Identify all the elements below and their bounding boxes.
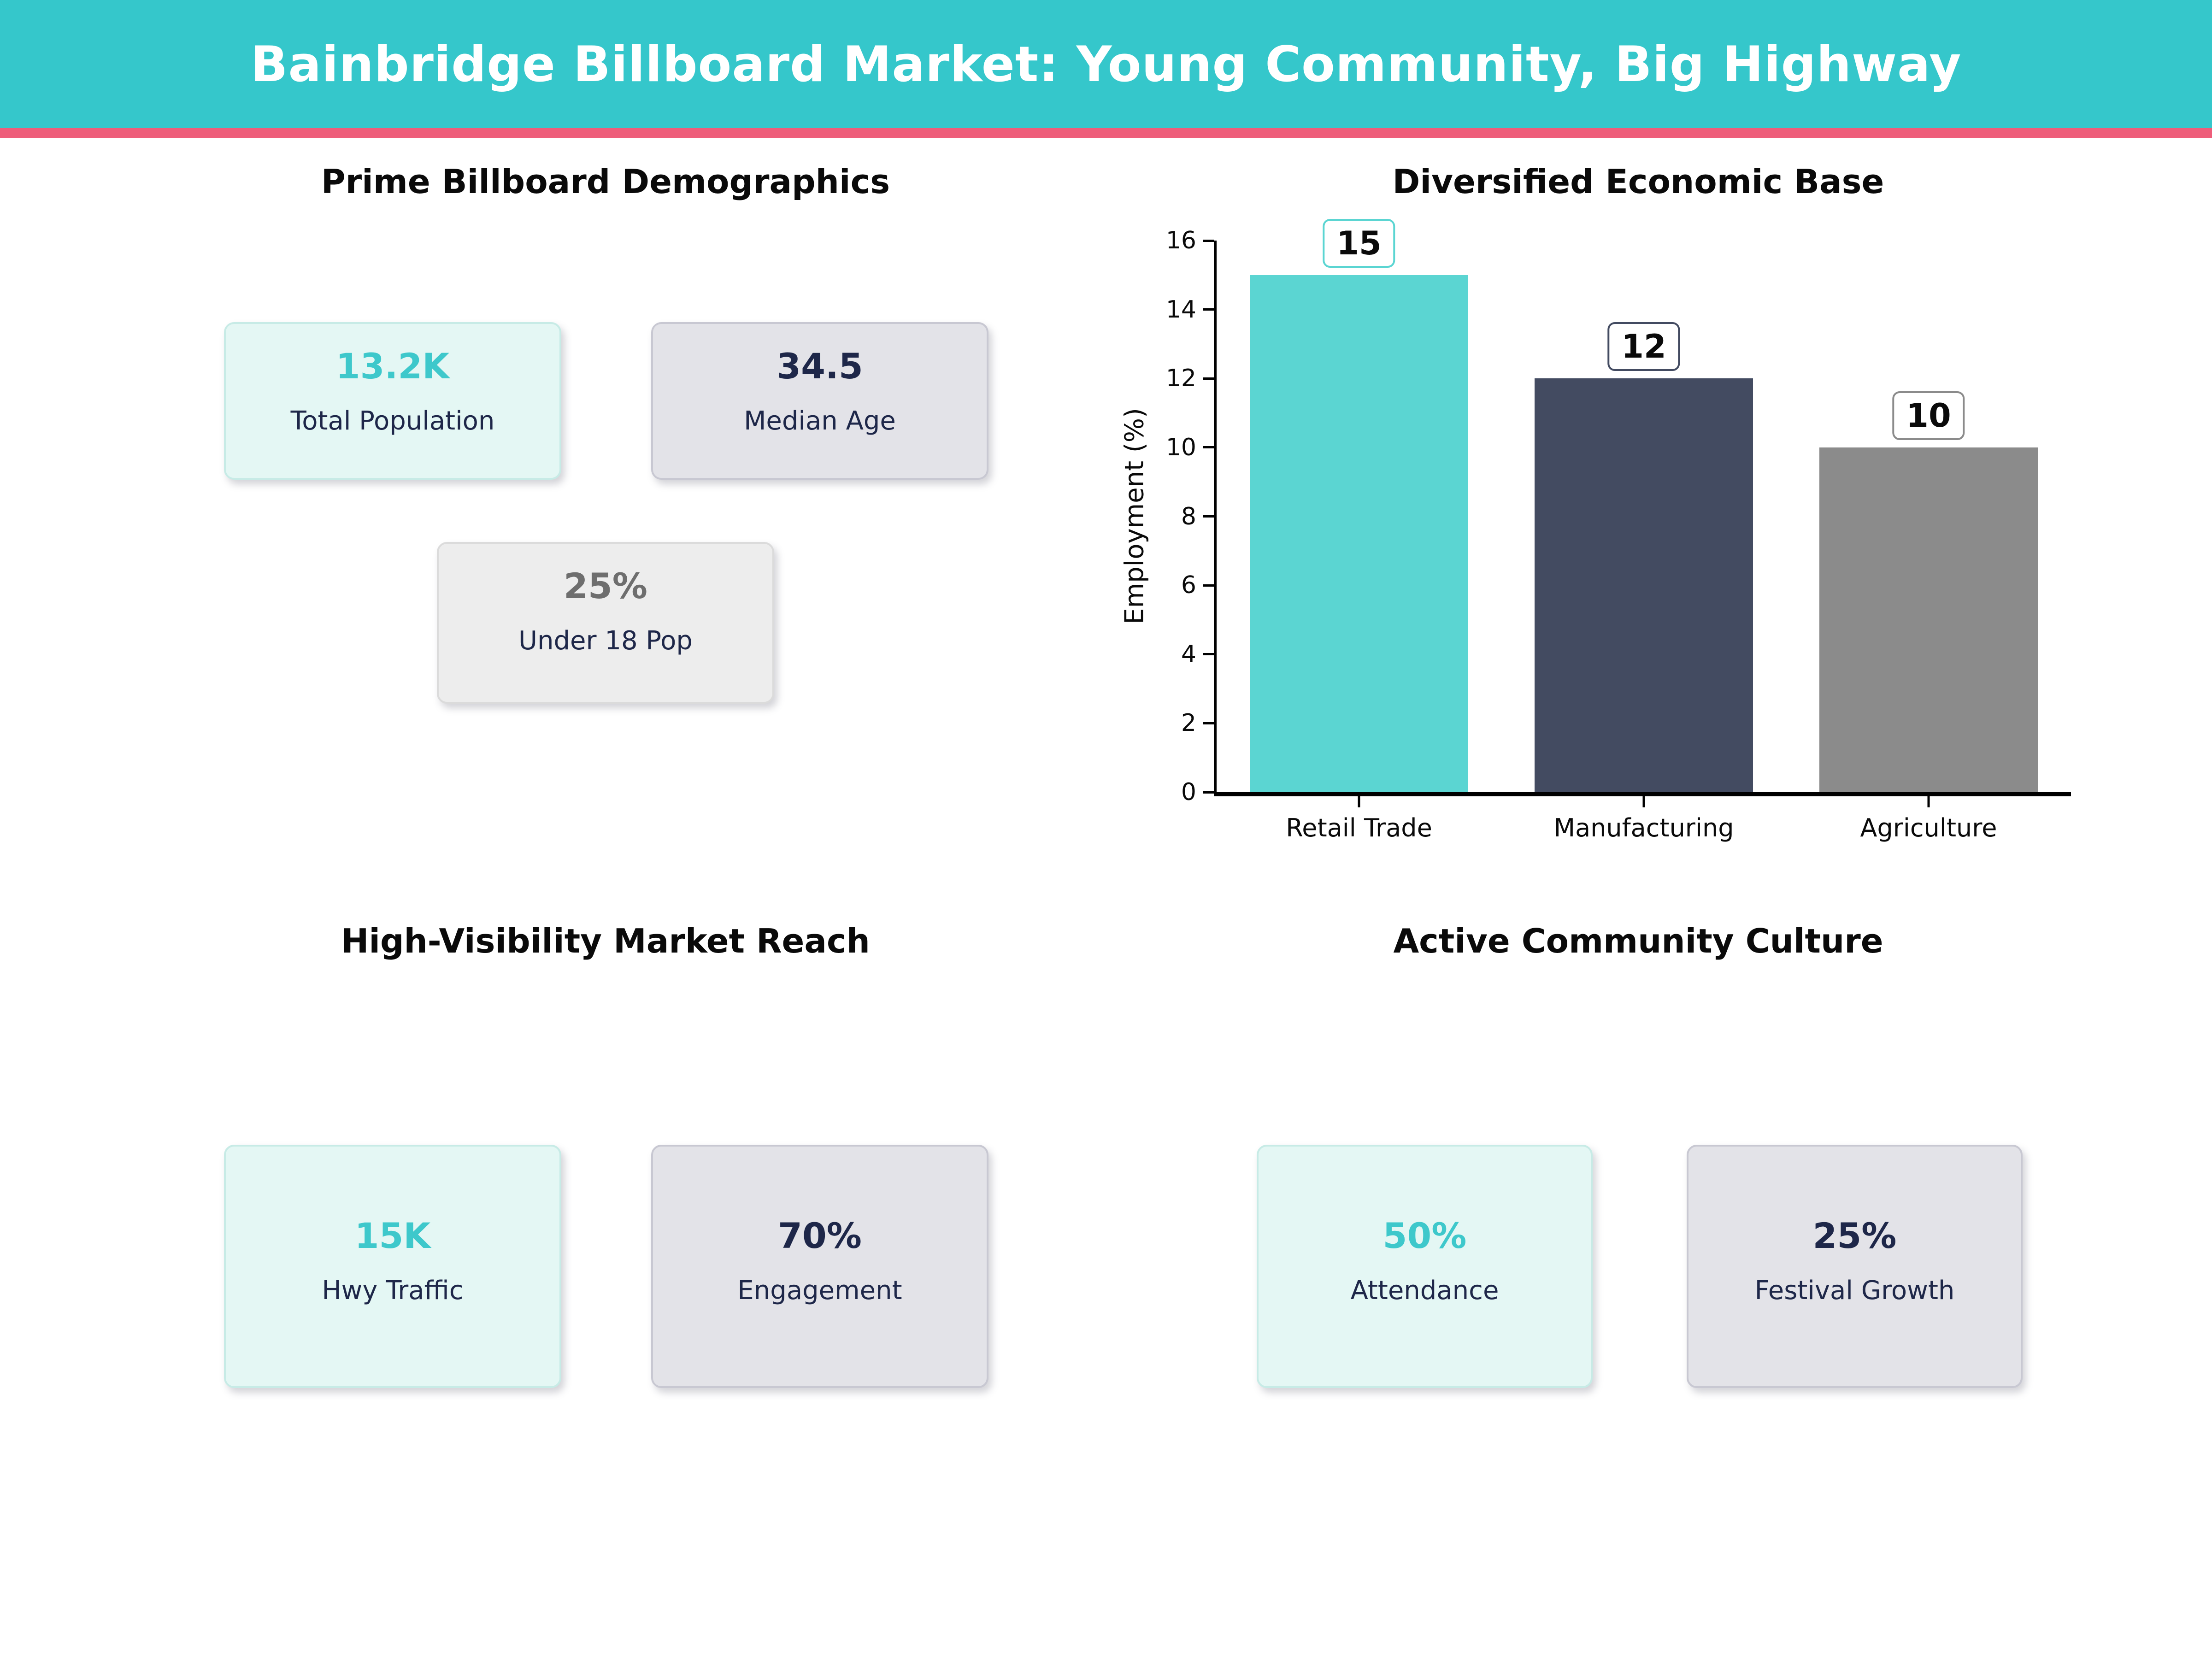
y-tick-label-6: 6 [1181,571,1196,600]
stat-label: Under 18 Pop [518,626,693,656]
bar-agriculture [1819,447,2038,792]
stat-card-median-age: 34.5 Median Age [651,322,988,480]
bar-retail-trade [1250,275,1468,792]
y-tick-label-0: 0 [1181,778,1196,806]
accent-stripe [0,128,2212,138]
x-tick-mark-retail-trade [1358,796,1360,807]
y-tick-label-14: 14 [1165,295,1196,324]
y-tick-mark-8 [1203,515,1214,518]
stat-card-attendance: 50% Attendance [1257,1145,1593,1388]
stat-label: Engagement [737,1276,902,1306]
section-title-market-reach: High-Visibility Market Reach [341,922,870,960]
x-tick-label-manufacturing: Manufacturing [1553,813,1734,842]
section-title-culture: Active Community Culture [1393,922,1883,960]
y-tick-label-4: 4 [1181,640,1196,668]
y-tick-mark-0 [1203,791,1214,794]
y-tick-label-16: 16 [1165,227,1196,254]
bar-chart: 0 2 4 6 8 10 12 14 16 15 Retail Trade 12 Manufacturi… [1166,218,2071,842]
y-tick-mark-14 [1203,308,1214,311]
bar-value-label-retail-trade: 15 [1323,218,1395,268]
stat-value: 25% [1812,1215,1897,1256]
x-tick-mark-manufacturing [1642,796,1645,807]
stat-value: 70% [778,1215,862,1256]
bar-value-label-manufacturing: 12 [1607,322,1680,371]
y-tick-mark-10 [1203,446,1214,449]
header-banner: Bainbridge Billboard Market: Young Commu… [0,0,2212,128]
y-tick-mark-4 [1203,653,1214,656]
stat-value: 13.2K [335,346,450,387]
stat-label: Hwy Traffic [322,1276,464,1306]
x-tick-mark-agriculture [1927,796,1930,807]
stat-value: 34.5 [777,346,863,387]
stat-value: 15K [354,1215,431,1256]
bar-value-label-agriculture: 10 [1892,391,1965,440]
stat-card-hwy-traffic: 15K Hwy Traffic [224,1145,561,1388]
stat-card-festival-growth: 25% Festival Growth [1687,1145,2023,1388]
stat-value: 25% [564,565,647,606]
y-tick-mark-2 [1203,722,1214,724]
page-title: Bainbridge Billboard Market: Young Commu… [250,35,1962,93]
section-title-economy-chart: Diversified Economic Base [1392,162,1884,201]
stat-label: Festival Growth [1754,1276,1955,1306]
y-axis-title: Employment (%) [1119,408,1150,624]
stat-value: 50% [1382,1215,1467,1256]
y-tick-label-8: 8 [1181,502,1196,530]
stat-card-engagement: 70% Engagement [651,1145,988,1388]
y-tick-label-2: 2 [1181,709,1196,737]
y-tick-label-10: 10 [1165,433,1196,461]
stat-label: Attendance [1350,1276,1499,1306]
y-tick-label-12: 12 [1165,365,1196,393]
x-tick-label-retail-trade: Retail Trade [1286,813,1432,842]
stat-card-total-population: 13.2K Total Population [224,322,561,480]
y-tick-mark-16 [1203,239,1214,242]
y-tick-mark-12 [1203,377,1214,380]
stat-card-under-18-pop: 25% Under 18 Pop [437,542,774,704]
bar-manufacturing [1535,378,1753,792]
stat-label: Median Age [744,406,896,436]
y-tick-mark-6 [1203,584,1214,587]
section-title-demographics: Prime Billboard Demographics [321,162,890,201]
stat-label: Total Population [290,406,495,436]
x-tick-label-agriculture: Agriculture [1860,813,1997,842]
